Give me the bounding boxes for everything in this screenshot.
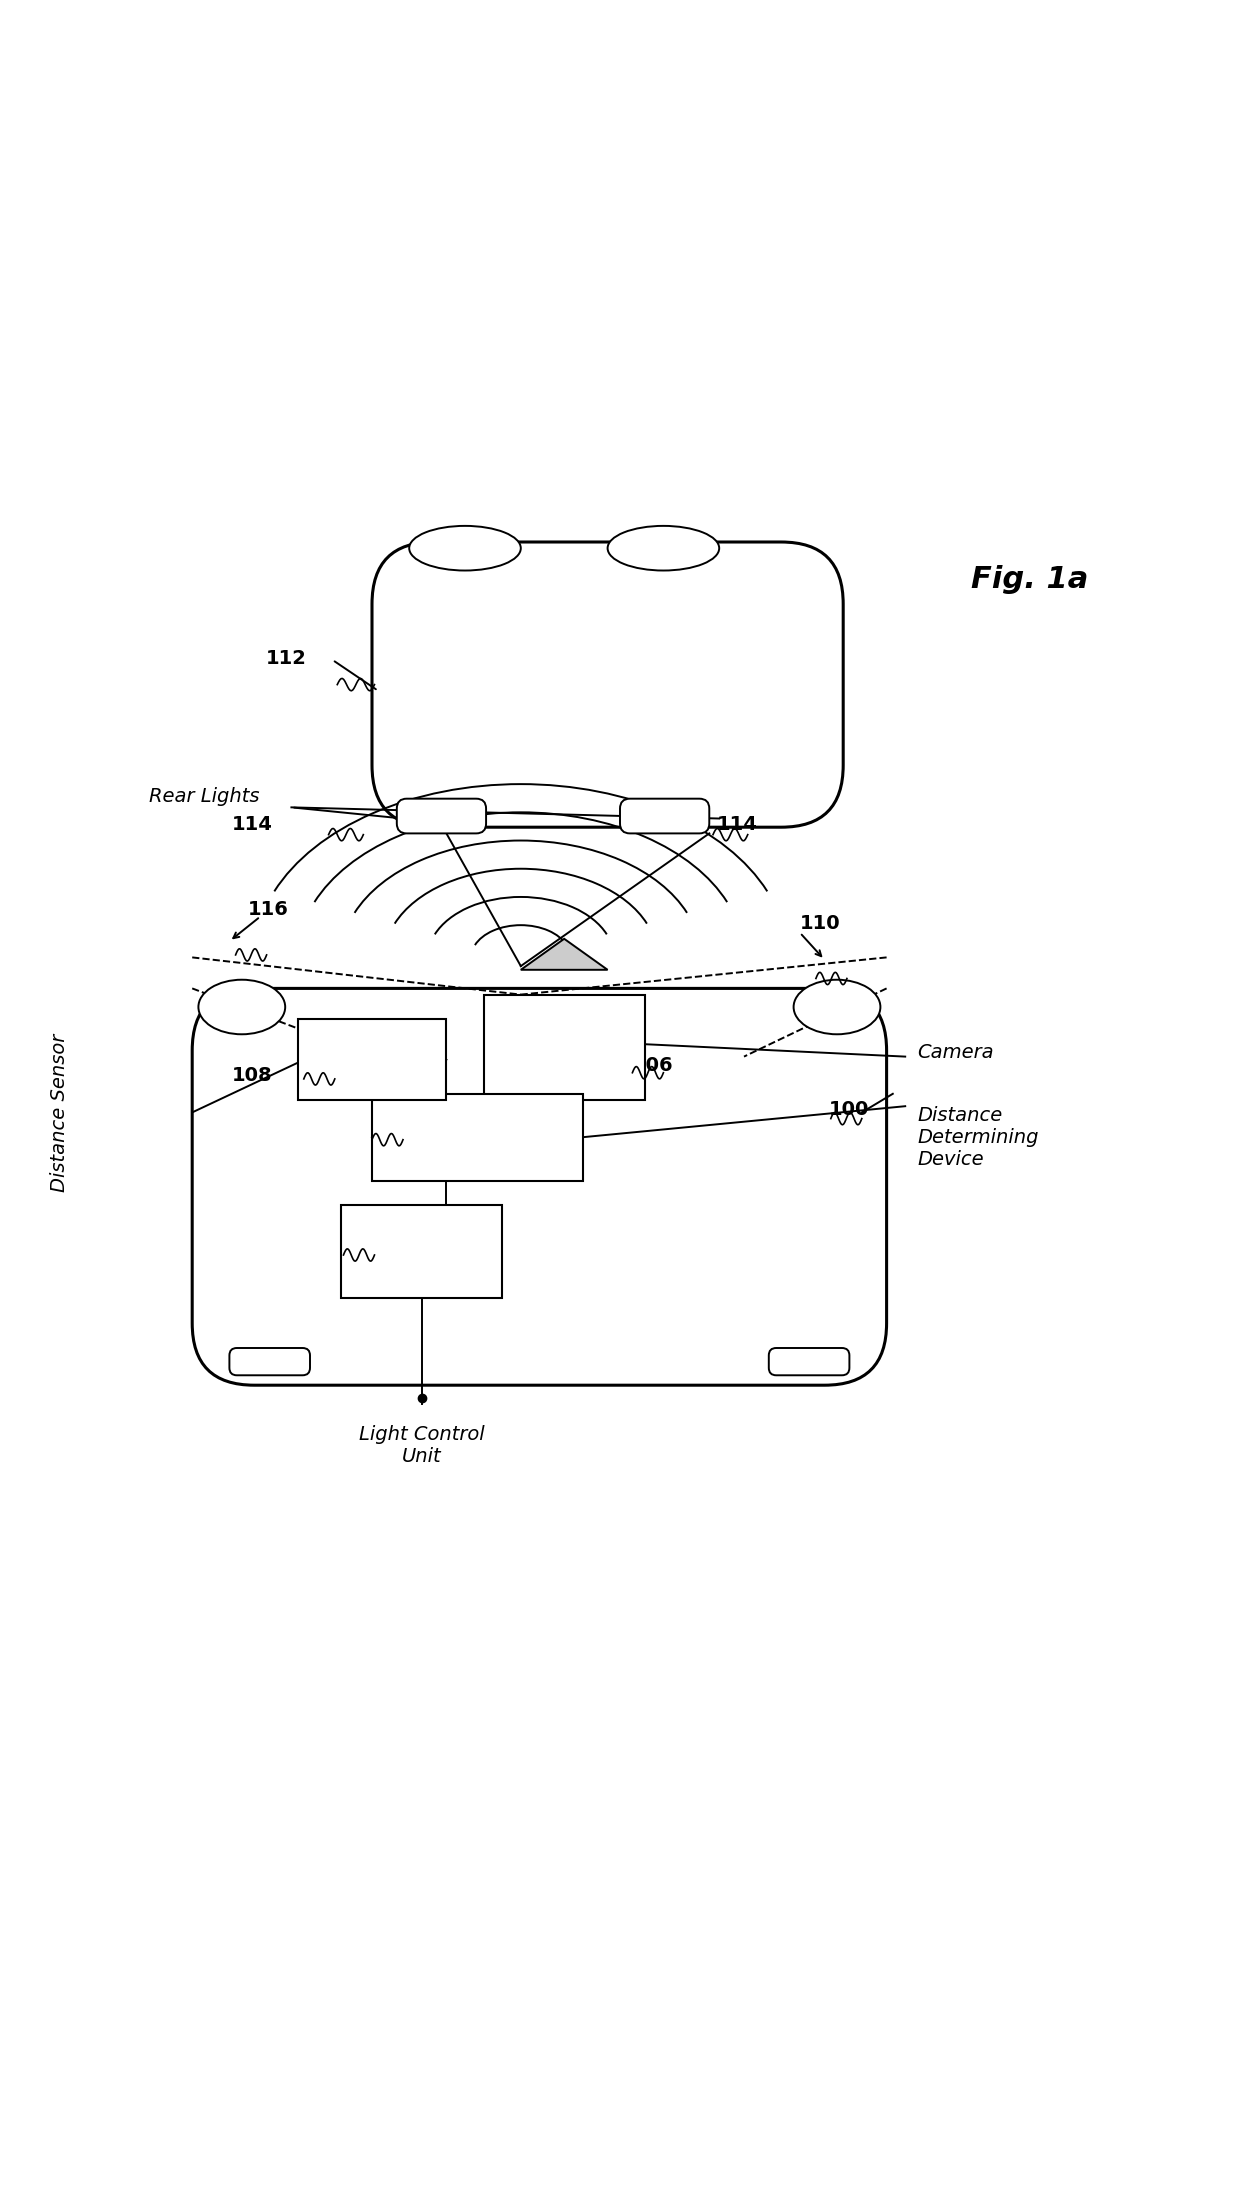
FancyBboxPatch shape (229, 1349, 310, 1375)
FancyBboxPatch shape (397, 799, 486, 834)
Text: Rear Lights: Rear Lights (149, 788, 259, 805)
Text: 108: 108 (232, 1065, 273, 1085)
Text: 112: 112 (265, 649, 306, 669)
Ellipse shape (409, 526, 521, 570)
Ellipse shape (198, 979, 285, 1034)
Text: 114: 114 (717, 816, 758, 834)
Text: Camera: Camera (918, 1043, 994, 1063)
Polygon shape (521, 939, 608, 970)
Bar (298, 1019, 446, 1100)
Text: Fig. 1a: Fig. 1a (971, 565, 1087, 594)
Text: 102: 102 (372, 1129, 413, 1148)
Bar (484, 994, 645, 1100)
Text: 104: 104 (343, 1241, 384, 1261)
Text: 106: 106 (632, 1056, 673, 1076)
Text: Distance
Determining
Device: Distance Determining Device (918, 1107, 1039, 1168)
Text: 114: 114 (232, 816, 273, 834)
FancyBboxPatch shape (192, 988, 887, 1386)
Text: Light Control
Unit: Light Control Unit (358, 1426, 485, 1465)
Ellipse shape (608, 526, 719, 570)
FancyBboxPatch shape (769, 1349, 849, 1375)
Text: 116: 116 (248, 900, 289, 920)
FancyBboxPatch shape (372, 541, 843, 827)
Text: 100: 100 (828, 1100, 869, 1120)
Ellipse shape (794, 979, 880, 1034)
Bar (341, 1206, 502, 1298)
Text: Distance Sensor: Distance Sensor (50, 1034, 68, 1192)
Text: 110: 110 (800, 915, 841, 933)
FancyBboxPatch shape (620, 799, 709, 834)
Bar (372, 1093, 583, 1181)
